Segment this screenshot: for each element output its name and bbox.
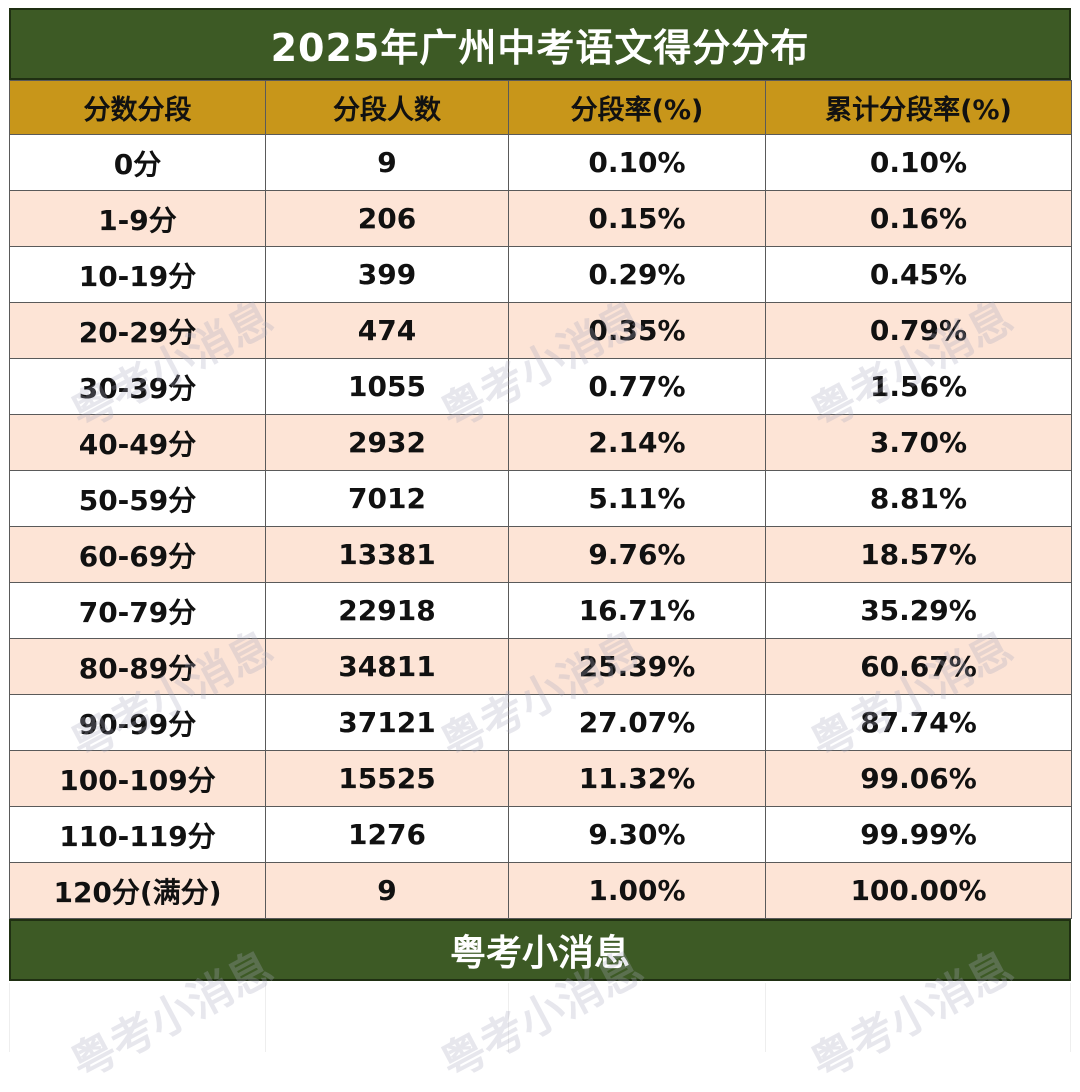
cell-score-range: 90-99分 <box>9 694 266 751</box>
cell-cumulative-rate: 8.81% <box>765 470 1072 527</box>
header-rate: 分段率(%) <box>508 80 766 135</box>
cell-count: 399 <box>265 246 509 303</box>
cell-score-range: 70-79分 <box>9 582 266 639</box>
cell-count: 9 <box>265 862 509 919</box>
footer-brand: 粤考小消息 <box>9 919 1071 981</box>
cell-count: 2932 <box>265 414 509 471</box>
header-row: 分数分段 分段人数 分段率(%) 累计分段率(%) <box>9 80 1072 135</box>
cell-rate: 1.00% <box>508 862 766 919</box>
table-row: 20-29分 474 0.35% 0.79% <box>9 302 1072 359</box>
empty-column <box>508 983 765 1052</box>
cell-score-range: 50-59分 <box>9 470 266 527</box>
header-count: 分段人数 <box>265 80 509 135</box>
cell-cumulative-rate: 1.56% <box>765 358 1072 415</box>
cell-count: 37121 <box>265 694 509 751</box>
cell-score-range: 110-119分 <box>9 806 266 863</box>
cell-rate: 11.32% <box>508 750 766 807</box>
cell-score-range: 80-89分 <box>9 638 266 695</box>
cell-score-range: 60-69分 <box>9 526 266 583</box>
cell-rate: 0.35% <box>508 302 766 359</box>
header-cumulative-rate: 累计分段率(%) <box>765 80 1072 135</box>
cell-count: 1276 <box>265 806 509 863</box>
score-table-sheet: 2025年广州中考语文得分分布 分数分段 分段人数 分段率(%) 累计分段率(%… <box>9 8 1072 981</box>
table-row: 100-109分 15525 11.32% 99.06% <box>9 750 1072 807</box>
cell-count: 1055 <box>265 358 509 415</box>
cell-cumulative-rate: 3.70% <box>765 414 1072 471</box>
empty-column <box>265 983 508 1052</box>
cell-score-range: 30-39分 <box>9 358 266 415</box>
header-score-range: 分数分段 <box>9 80 266 135</box>
cell-score-range: 100-109分 <box>9 750 266 807</box>
table-row: 120分(满分) 9 1.00% 100.00% <box>9 862 1072 919</box>
cell-score-range: 0分 <box>9 134 266 191</box>
cell-cumulative-rate: 0.10% <box>765 134 1072 191</box>
cell-score-range: 1-9分 <box>9 190 266 247</box>
table-row: 10-19分 399 0.29% 0.45% <box>9 246 1072 303</box>
table-title: 2025年广州中考语文得分分布 <box>9 8 1071 80</box>
table-row: 70-79分 22918 16.71% 35.29% <box>9 582 1072 639</box>
table-row: 0分 9 0.10% 0.10% <box>9 134 1072 191</box>
table-row: 30-39分 1055 0.77% 1.56% <box>9 358 1072 415</box>
score-distribution-table: 分数分段 分段人数 分段率(%) 累计分段率(%) 0分 9 0.10% 0.1… <box>9 80 1072 919</box>
cell-rate: 2.14% <box>508 414 766 471</box>
cell-score-range: 10-19分 <box>9 246 266 303</box>
cell-rate: 0.10% <box>508 134 766 191</box>
cell-rate: 0.29% <box>508 246 766 303</box>
cell-cumulative-rate: 99.99% <box>765 806 1072 863</box>
cell-count: 22918 <box>265 582 509 639</box>
cell-cumulative-rate: 99.06% <box>765 750 1072 807</box>
cell-rate: 0.77% <box>508 358 766 415</box>
cell-count: 9 <box>265 134 509 191</box>
cell-cumulative-rate: 18.57% <box>765 526 1072 583</box>
cell-rate: 9.30% <box>508 806 766 863</box>
cell-rate: 9.76% <box>508 526 766 583</box>
cell-score-range: 120分(满分) <box>9 862 266 919</box>
cell-rate: 27.07% <box>508 694 766 751</box>
table-row: 1-9分 206 0.15% 0.16% <box>9 190 1072 247</box>
table-row: 90-99分 37121 27.07% 87.74% <box>9 694 1072 751</box>
cell-rate: 5.11% <box>508 470 766 527</box>
table-row: 80-89分 34811 25.39% 60.67% <box>9 638 1072 695</box>
cell-count: 34811 <box>265 638 509 695</box>
cell-cumulative-rate: 0.79% <box>765 302 1072 359</box>
cell-count: 7012 <box>265 470 509 527</box>
cell-rate: 25.39% <box>508 638 766 695</box>
cell-count: 15525 <box>265 750 509 807</box>
trailing-empty-area <box>9 983 1071 1052</box>
cell-rate: 0.15% <box>508 190 766 247</box>
table-row: 50-59分 7012 5.11% 8.81% <box>9 470 1072 527</box>
cell-cumulative-rate: 35.29% <box>765 582 1072 639</box>
cell-score-range: 40-49分 <box>9 414 266 471</box>
cell-cumulative-rate: 60.67% <box>765 638 1072 695</box>
cell-score-range: 20-29分 <box>9 302 266 359</box>
cell-rate: 16.71% <box>508 582 766 639</box>
cell-cumulative-rate: 100.00% <box>765 862 1072 919</box>
empty-column <box>765 983 1071 1052</box>
cell-count: 13381 <box>265 526 509 583</box>
table-row: 60-69分 13381 9.76% 18.57% <box>9 526 1072 583</box>
cell-cumulative-rate: 87.74% <box>765 694 1072 751</box>
cell-cumulative-rate: 0.16% <box>765 190 1072 247</box>
table-row: 110-119分 1276 9.30% 99.99% <box>9 806 1072 863</box>
cell-count: 474 <box>265 302 509 359</box>
table-row: 40-49分 2932 2.14% 3.70% <box>9 414 1072 471</box>
cell-cumulative-rate: 0.45% <box>765 246 1072 303</box>
empty-column <box>9 983 265 1052</box>
cell-count: 206 <box>265 190 509 247</box>
